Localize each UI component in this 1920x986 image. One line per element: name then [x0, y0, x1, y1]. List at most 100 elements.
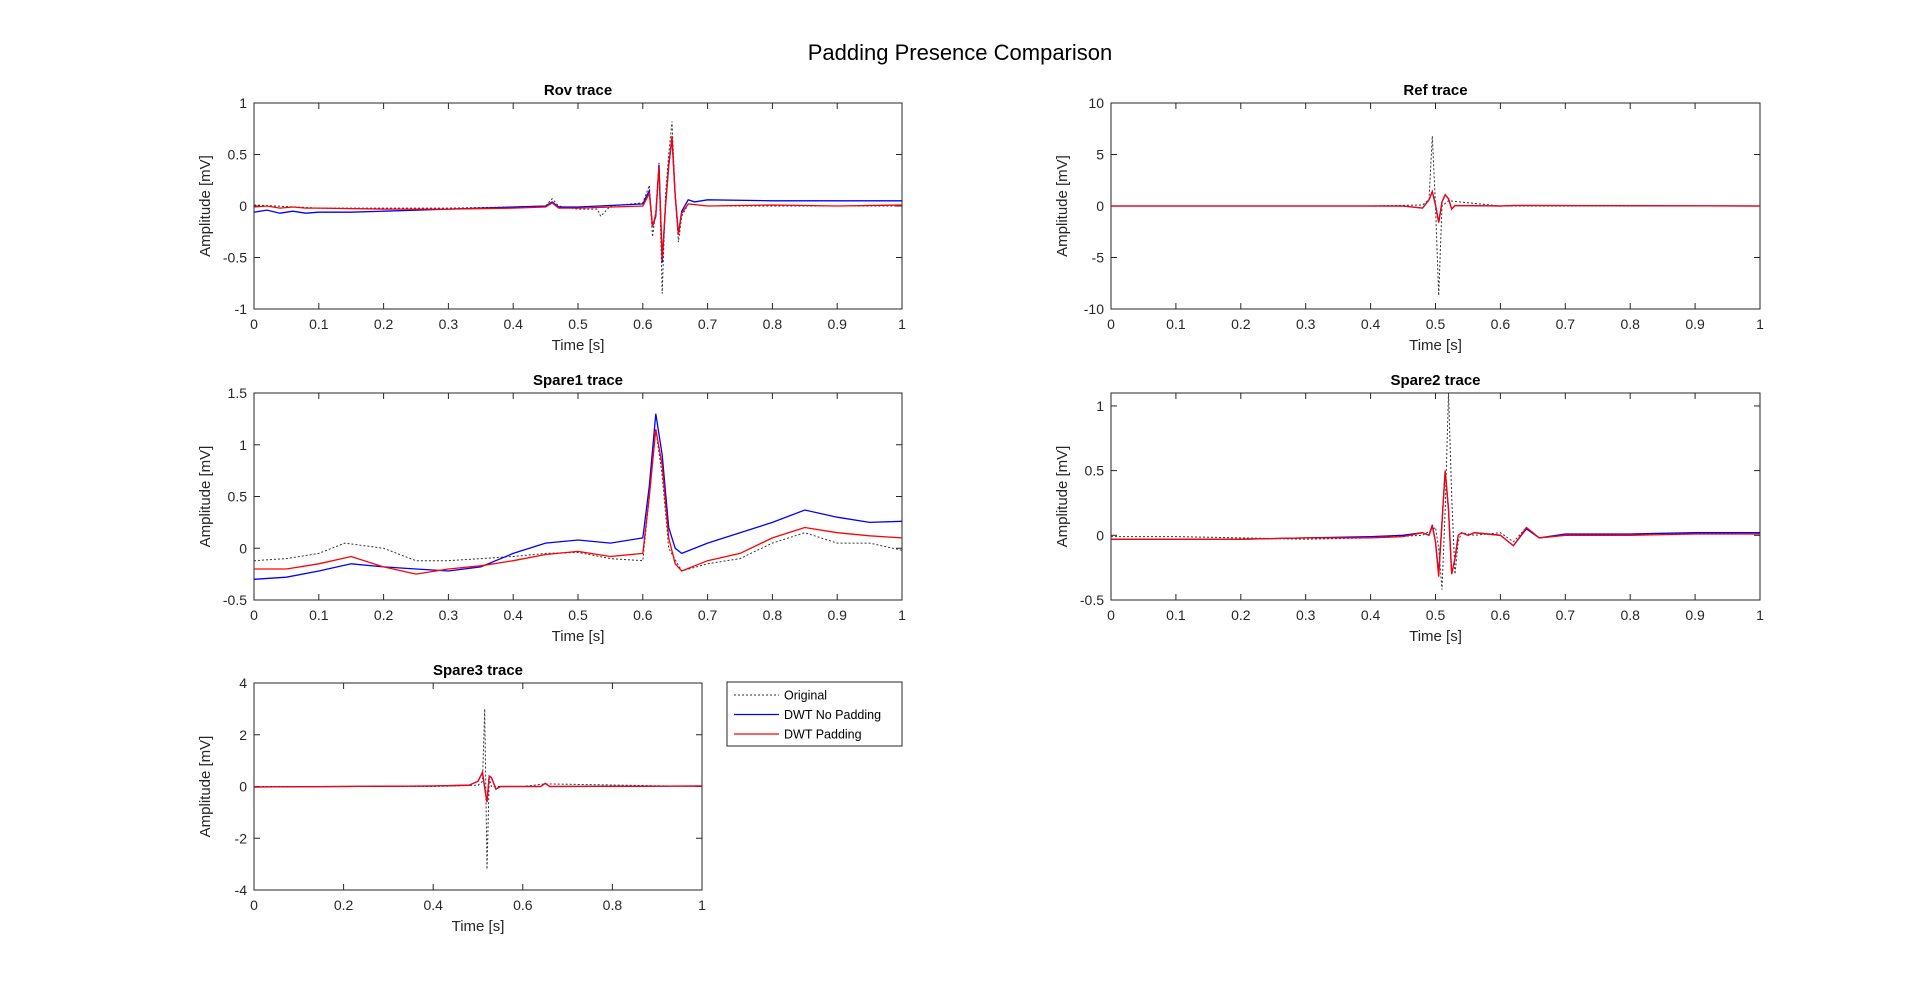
series-group	[1111, 393, 1760, 590]
y-tick-label: 1	[1096, 398, 1104, 414]
x-tick-label: 0.1	[309, 607, 329, 623]
legend: Original DWT No Padding DWT Padding	[726, 681, 903, 747]
y-tick-label: 0	[239, 779, 247, 795]
y-axis-label: Amplitude [mV]	[1054, 155, 1071, 257]
y-tick-label: 10	[1088, 95, 1104, 111]
y-tick-label: 0.5	[228, 147, 248, 163]
x-tick-label: 0.3	[1296, 316, 1316, 332]
y-tick-label: 0	[1096, 198, 1104, 214]
x-tick-label: 0.3	[439, 316, 459, 332]
x-tick-label: 0.1	[1166, 316, 1186, 332]
x-tick-label: 0	[1107, 607, 1115, 623]
y-tick-label: 5	[1096, 147, 1104, 163]
x-tick-label: 0.8	[1620, 607, 1640, 623]
y-tick-label: 0.5	[228, 489, 248, 505]
x-axis-label: Time [s]	[452, 918, 505, 935]
legend-label: DWT Padding	[784, 728, 862, 742]
plot-area	[253, 392, 903, 601]
x-tick-label: 0.5	[568, 316, 588, 332]
y-tick-label: 4	[239, 675, 247, 691]
x-tick-label: 0.4	[503, 316, 523, 332]
x-axis-label: Time [s]	[1409, 628, 1462, 645]
y-axis-label: Amplitude [mV]	[1054, 446, 1071, 548]
x-tick-label: 0.6	[633, 607, 653, 623]
x-tick-label: 0.5	[568, 607, 588, 623]
x-tick-label: 0.7	[698, 607, 718, 623]
x-tick-label: 0.3	[439, 607, 459, 623]
x-tick-label: 0.7	[1556, 607, 1576, 623]
x-tick-label: 0	[250, 897, 258, 913]
x-tick-label: 0.9	[827, 316, 847, 332]
x-tick-label: 0.1	[309, 316, 329, 332]
y-tick-label: -0.5	[223, 592, 247, 608]
series-line-dwt-no-padding	[254, 413, 902, 580]
x-tick-label: 1	[698, 897, 706, 913]
x-tick-label: 0.1	[1166, 607, 1186, 623]
x-tick-label: 0.9	[1685, 607, 1705, 623]
series-group	[254, 413, 902, 580]
panel-title: Spare2 trace	[1390, 372, 1480, 389]
panel-spare3: 0 0.2 0.4 0.6 0.8 1 -4 -2 0 2 4 Spare3 trace Time [s…	[197, 662, 706, 935]
x-tick-label: 0.2	[1231, 316, 1251, 332]
y-tick-label: 0	[239, 198, 247, 214]
y-tick-label: 0.5	[1085, 463, 1105, 479]
series-line-dwt-padding	[1111, 189, 1760, 223]
x-tick-label: 1	[898, 316, 906, 332]
y-tick-label: -1	[235, 301, 248, 317]
panels-group: 0 0.1 0.2 0.3 0.4 0.5 0.6 0.7 0.8 0.9 1-1-0.500.51…	[197, 82, 1764, 935]
y-tick-label: 1	[239, 95, 247, 111]
panel-title: Spare3 trace	[433, 662, 523, 679]
series-line-dwt-padding	[254, 770, 702, 803]
x-axis-label: Time [s]	[1409, 337, 1462, 354]
y-axis-label: Amplitude [mV]	[197, 155, 214, 257]
y-tick-label: 1	[239, 437, 247, 453]
series-line-dwt-padding	[254, 135, 902, 260]
series-line-dwt-padding	[1111, 470, 1760, 577]
y-tick-label: -5	[1092, 250, 1105, 266]
x-tick-label: 0.8	[763, 316, 783, 332]
x-tick-label: 0.2	[334, 897, 354, 913]
plot-area	[1110, 392, 1761, 601]
series-line-dwt-padding	[254, 429, 902, 575]
x-axis-label: Time [s]	[552, 337, 605, 354]
y-tick-label: 0	[239, 540, 247, 556]
x-tick-label: 0.4	[503, 607, 523, 623]
plot-area	[253, 102, 903, 310]
y-tick-label: -4	[235, 882, 248, 898]
x-tick-label: 0.2	[374, 607, 394, 623]
panel-rov: 0 0.1 0.2 0.3 0.4 0.5 0.6 0.7 0.8 0.9 1 -1 -0.5 0 0.5 1…	[197, 82, 906, 354]
y-tick-label: 2	[239, 727, 247, 743]
figure-title: Padding Presence Comparison	[808, 40, 1113, 65]
x-tick-label: 0.3	[1296, 607, 1316, 623]
y-tick-label: 0	[1096, 527, 1104, 543]
y-tick-label: -10	[1084, 301, 1104, 317]
x-tick-label: 0	[1107, 316, 1115, 332]
x-tick-label: 1	[1756, 316, 1764, 332]
series-group	[254, 121, 902, 294]
x-tick-label: 0.2	[374, 316, 394, 332]
x-tick-label: 1	[1756, 607, 1764, 623]
x-tick-label: 0.8	[763, 607, 783, 623]
x-tick-label: 0.5	[1426, 607, 1446, 623]
panel-title: Ref trace	[1403, 82, 1467, 99]
y-tick-label: -2	[235, 830, 248, 846]
x-tick-label: 0.6	[513, 897, 533, 913]
x-tick-label: 0.6	[1491, 607, 1511, 623]
x-tick-label: 0.6	[1491, 316, 1511, 332]
x-tick-label: 0.7	[698, 316, 718, 332]
panel-spare1: 0 0.1 0.2 0.3 0.4 0.5 0.6 0.7 0.8 0.9 1-0.500.511.…	[197, 372, 906, 645]
x-tick-label: 0.4	[1361, 607, 1381, 623]
panel-title: Rov trace	[544, 82, 612, 99]
x-tick-label: 0	[250, 607, 258, 623]
series-line-original	[254, 429, 902, 572]
x-tick-label: 0.8	[603, 897, 623, 913]
x-axis-label: Time [s]	[552, 628, 605, 645]
x-tick-label: 0.8	[1620, 316, 1640, 332]
x-tick-label: 0	[250, 316, 258, 332]
x-tick-label: 0.4	[423, 897, 443, 913]
y-tick-label: -0.5	[223, 250, 247, 266]
x-tick-label: 0.2	[1231, 607, 1251, 623]
series-group	[1111, 135, 1760, 296]
panel-ref: 0 0.1 0.2 0.3 0.4 0.5 0.6 0.7 0.8 0.9 1 -10 -5 0 5 10 Re…	[1054, 82, 1764, 354]
